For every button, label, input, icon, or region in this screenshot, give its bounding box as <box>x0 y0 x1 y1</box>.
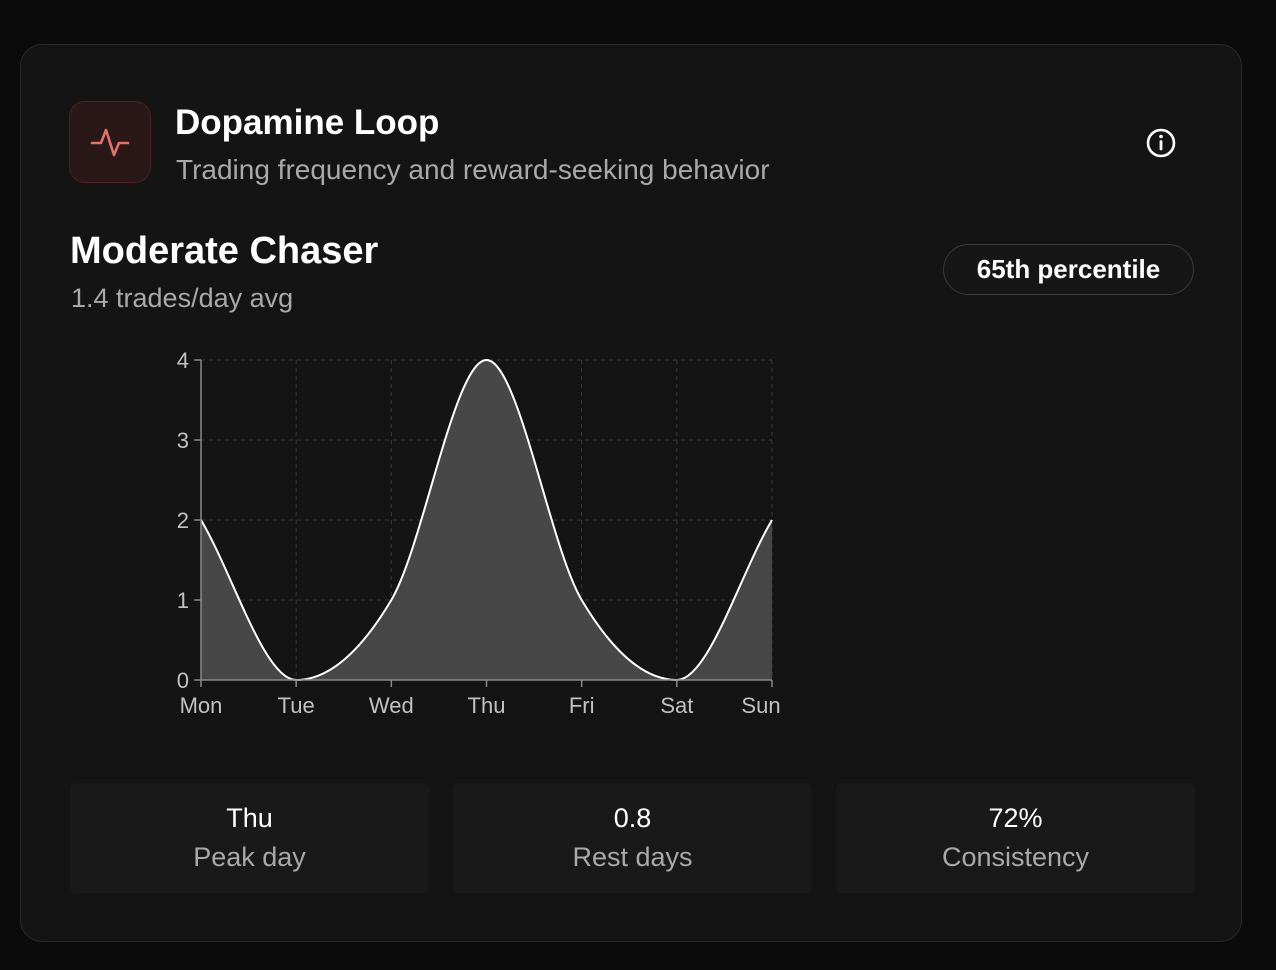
y-tick-label: 0 <box>177 668 189 693</box>
info-circle-icon <box>1146 128 1176 158</box>
y-tick-label: 3 <box>177 428 189 453</box>
profile-stat-line: 1.4 trades/day avg <box>71 283 294 313</box>
card-title: Dopamine Loop <box>175 103 440 142</box>
x-tick-label: Thu <box>468 693 506 718</box>
y-tick-label: 2 <box>177 508 189 533</box>
x-tick-label: Sat <box>660 693 693 718</box>
stat-label: Rest days <box>572 842 693 872</box>
profile-label: Moderate Chaser <box>70 230 379 272</box>
info-button[interactable] <box>1143 125 1179 161</box>
y-tick-label: 1 <box>177 588 189 613</box>
card-subtitle: Trading frequency and reward-seeking beh… <box>176 154 770 185</box>
stat-rest-days: 0.8 Rest days <box>453 783 812 893</box>
stat-label: Peak day <box>193 842 306 872</box>
x-tick-label: Fri <box>569 693 595 718</box>
stat-value: Thu <box>226 803 273 833</box>
percentile-badge: 65th percentile <box>943 244 1194 295</box>
stat-consistency: 72% Consistency <box>836 783 1195 893</box>
area-fill <box>201 360 772 680</box>
dopamine-loop-card: Dopamine Loop Trading frequency and rewa… <box>20 44 1242 942</box>
activity-pulse-icon <box>69 101 151 183</box>
x-tick-label: Wed <box>369 693 414 718</box>
x-tick-label: Tue <box>278 693 315 718</box>
stats-row: Thu Peak day 0.8 Rest days 72% Consisten… <box>70 783 1195 893</box>
daily-trades-area-chart: 0 1 2 3 4 Mon Tue Wed Thu Fri Sat Sun <box>177 348 781 718</box>
x-tick-label: Sun <box>741 693 780 718</box>
stat-value: 0.8 <box>613 803 652 833</box>
y-tick-label: 4 <box>177 348 189 373</box>
stat-label: Consistency <box>941 842 1090 872</box>
stat-value: 72% <box>988 803 1043 833</box>
stat-peak-day: Thu Peak day <box>70 783 429 893</box>
x-tick-label: Mon <box>180 693 223 718</box>
